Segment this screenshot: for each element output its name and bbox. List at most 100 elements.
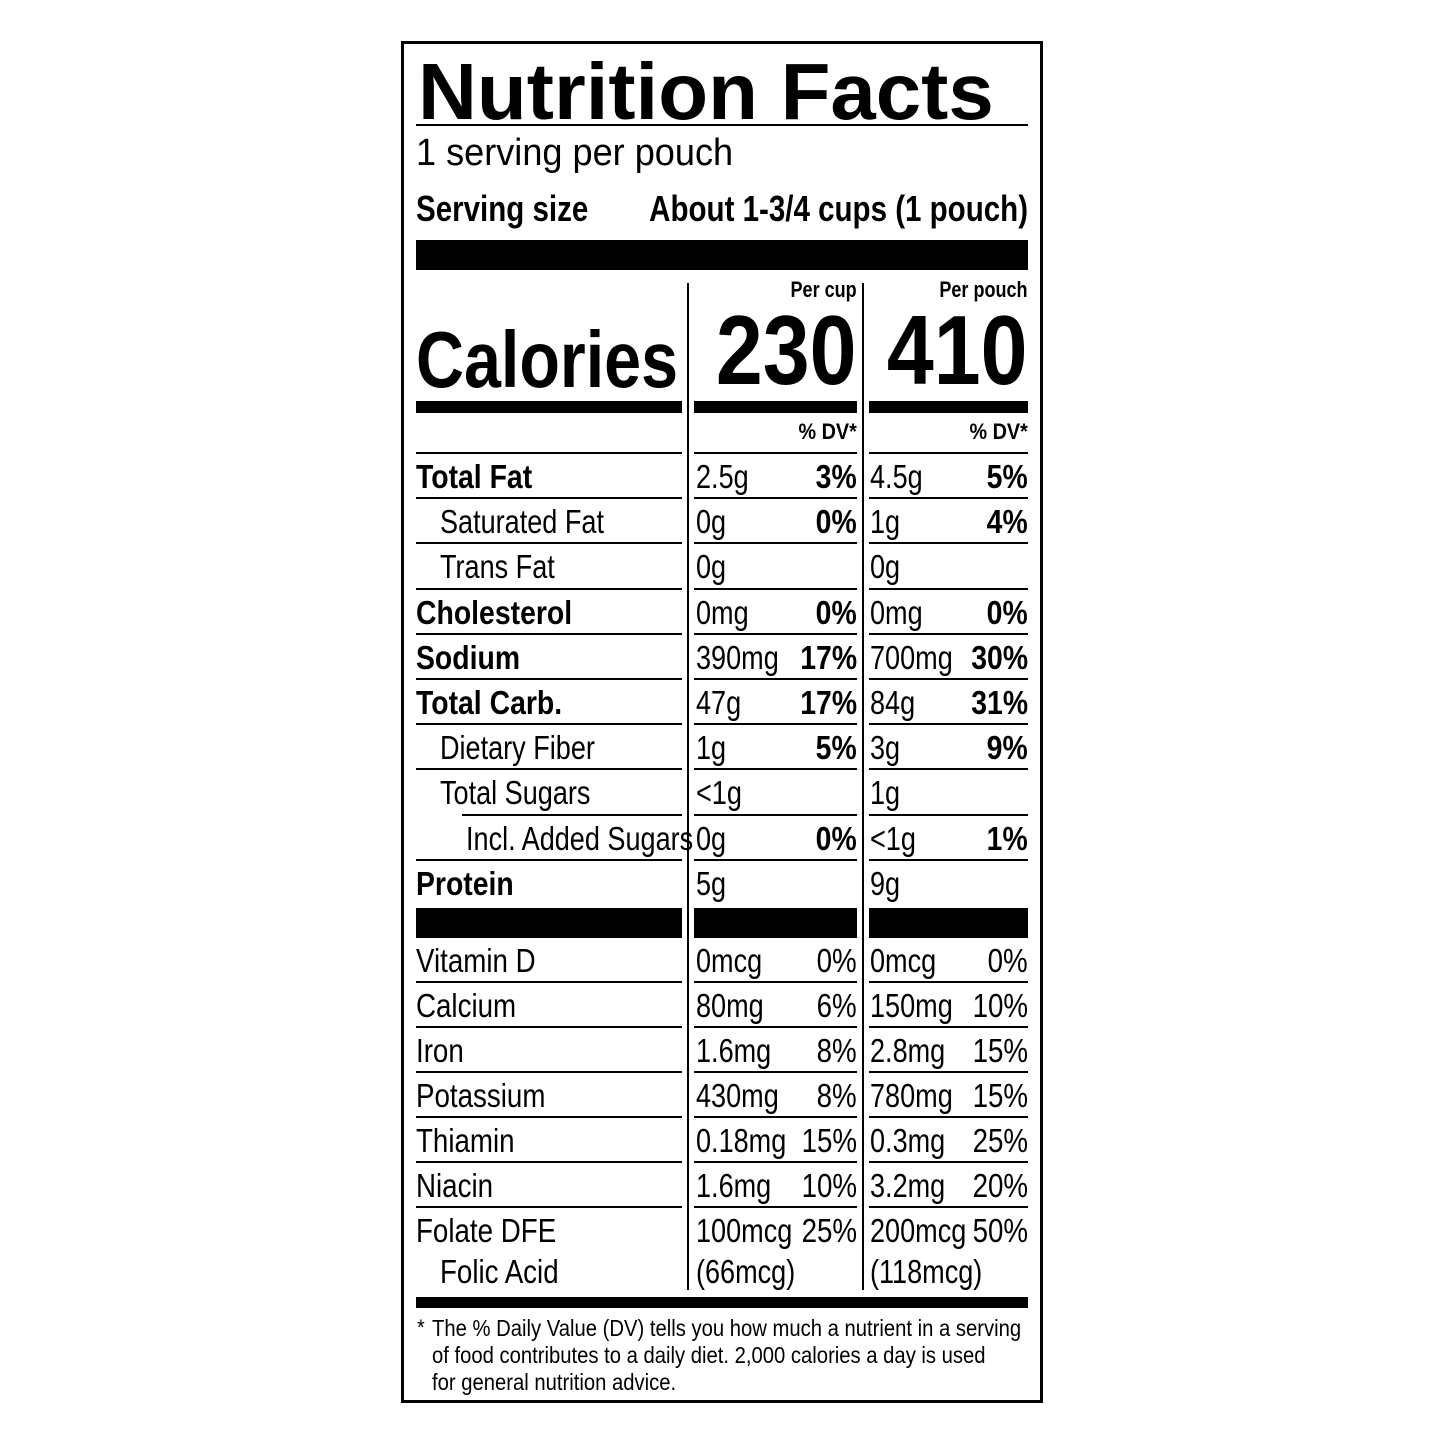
vitamin-dv-cup: 8% xyxy=(809,1073,857,1118)
vitamin-label-text: Niacin xyxy=(416,1167,494,1204)
dv-header-pouch-text: % DV* xyxy=(969,419,1028,444)
nutrient-label-text: Dietary Fiber xyxy=(440,729,595,767)
vitamin-dv-cup-text: 10% xyxy=(801,1167,857,1204)
nutrient-dv-pouch: 9% xyxy=(980,725,1028,770)
row-divider xyxy=(869,588,1028,590)
column-header-per-pouch: Per pouch xyxy=(920,276,1028,304)
vitamin-amount-cup: 0.18mg xyxy=(696,1118,806,1163)
nutrient-dv-cup-text: 3% xyxy=(815,458,857,495)
thick-divider-vitamins xyxy=(416,908,682,938)
thick-divider-top xyxy=(416,240,1028,270)
vitamin-dv-pouch: 0% xyxy=(980,938,1028,983)
nutrient-amount-pouch: 1g xyxy=(870,499,907,544)
vitamin-amount-cup-text: 1.6mg xyxy=(696,1032,772,1069)
nutrient-amount-pouch: 3g xyxy=(870,725,907,770)
calories-label-text: Calories xyxy=(416,315,679,404)
folic-acid-pouch: (118mcg) xyxy=(870,1249,1007,1294)
vitamin-amount-cup: 1.6mg xyxy=(696,1028,788,1073)
vitamin-amount-cup: 0mcg xyxy=(696,938,777,983)
nutrient-dv-pouch-text: 0% xyxy=(986,593,1028,631)
vitamin-amount-cup: 1.6mg xyxy=(696,1163,788,1208)
footnote-star-text: * xyxy=(417,1315,425,1340)
dv-header-cup-text: % DV* xyxy=(798,419,857,444)
nutrient-amount-pouch: 0mg xyxy=(870,590,934,635)
nutrient-dv-cup: 0% xyxy=(809,816,857,861)
nutrient-dv-cup-text: 17% xyxy=(800,638,857,676)
nutrient-amount-cup: 5g xyxy=(696,861,733,906)
nutrient-amount-cup: 0g xyxy=(696,816,733,861)
row-divider xyxy=(416,452,682,454)
nutrient-amount-pouch: 9g xyxy=(870,861,907,906)
nutrient-amount-pouch: 700mg xyxy=(870,635,971,680)
folic-acid-label: Folic Acid xyxy=(440,1249,581,1294)
vitamin-amount-cup-text: 100mcg xyxy=(696,1212,793,1249)
row-divider xyxy=(416,1116,682,1118)
vitamin-dv-cup: 0% xyxy=(809,938,857,983)
vitamin-dv-pouch: 15% xyxy=(962,1073,1028,1118)
row-divider xyxy=(694,633,857,635)
folic-acid-cup-text: (66mcg) xyxy=(696,1253,796,1290)
nutrient-dv-pouch-text: 9% xyxy=(986,729,1028,767)
row-divider xyxy=(694,981,857,983)
column-header-per-cup-text: Per cup xyxy=(790,277,857,302)
row-divider xyxy=(416,723,682,725)
row-divider xyxy=(869,723,1028,725)
vitamin-dv-cup-text: 25% xyxy=(801,1212,857,1249)
nutrient-dv-cup: 0% xyxy=(809,590,857,635)
nutrient-dv-pouch-text: 31% xyxy=(971,684,1028,721)
vitamin-dv-pouch-text: 15% xyxy=(972,1032,1028,1069)
vitamin-dv-cup-text: 6% xyxy=(816,987,857,1024)
nutrient-dv-cup: 17% xyxy=(791,635,857,680)
row-divider xyxy=(694,859,857,861)
nutrient-dv-pouch-text: 4% xyxy=(986,503,1028,541)
nutrient-label-text: Incl. Added Sugars xyxy=(466,819,694,857)
servings-per-container: 1 serving per pouch xyxy=(416,130,750,176)
nutrient-label-text: Sodium xyxy=(416,638,521,676)
vitamin-dv-pouch-text: 0% xyxy=(987,942,1028,979)
nutrient-dv-cup: 0% xyxy=(809,499,857,544)
nutrient-dv-cup-text: 0% xyxy=(815,593,857,631)
nutrient-amount-pouch-text: 3g xyxy=(870,729,901,767)
vitamin-amount-pouch: 0mcg xyxy=(870,938,951,983)
nutrient-amount-cup: 2.5g xyxy=(696,454,760,499)
row-divider xyxy=(416,1026,682,1028)
vitamin-amount-pouch-text: 0mcg xyxy=(870,942,937,979)
footnote-line-text: The % Daily Value (DV) tells you how muc… xyxy=(432,1315,1022,1341)
nutrient-label: Total Sugars xyxy=(440,770,623,815)
row-divider xyxy=(869,859,1028,861)
vitamin-dv-cup-text: 8% xyxy=(816,1077,857,1114)
nutrient-amount-pouch-text: 9g xyxy=(870,864,901,902)
vitamin-dv-cup: 25% xyxy=(791,1208,857,1253)
nutrient-label: Total Carb. xyxy=(416,680,586,725)
serving-size-label-text: Serving size xyxy=(416,188,589,229)
vitamin-dv-pouch: 50% xyxy=(962,1208,1028,1253)
folic-acid-cup: (66mcg) xyxy=(696,1249,817,1294)
row-divider xyxy=(416,981,682,983)
vitamin-amount-pouch-text: 150mg xyxy=(870,987,953,1024)
nutrient-dv-cup-text: 17% xyxy=(800,684,857,721)
vitamin-dv-cup: 6% xyxy=(809,983,857,1028)
vitamin-label-text: Folate DFE xyxy=(416,1212,557,1249)
nutrition-facts-panel xyxy=(401,41,1043,1403)
nutrient-amount-cup-text: 0mg xyxy=(696,593,749,631)
calories-per-cup: 230 xyxy=(693,300,857,400)
title-text: Nutrition Facts xyxy=(418,47,994,136)
nutrient-dv-pouch: 4% xyxy=(980,499,1028,544)
row-divider xyxy=(869,1206,1028,1208)
nutrient-label: Protein xyxy=(416,861,530,906)
nutrient-amount-cup-text: 47g xyxy=(696,684,742,721)
serving-size-label: Serving size xyxy=(416,186,626,232)
nutrient-label: Trans Fat xyxy=(440,544,580,589)
row-divider xyxy=(869,452,1028,454)
nutrient-label-text: Total Carb. xyxy=(416,684,563,721)
nutrient-label: Cholesterol xyxy=(416,590,598,635)
nutrient-amount-cup: 0mg xyxy=(696,590,760,635)
nutrient-amount-pouch-text: 700mg xyxy=(870,638,953,676)
row-divider xyxy=(869,814,1028,816)
serving-size-value-text: About 1-3/4 cups (1 pouch) xyxy=(649,188,1028,229)
vitamin-amount-pouch: 3.2mg xyxy=(870,1163,962,1208)
calories-thick-divider xyxy=(694,401,857,413)
calories-thick-divider xyxy=(869,401,1028,413)
nutrient-label: Sodium xyxy=(416,635,537,680)
vitamin-amount-cup-text: 1.6mg xyxy=(696,1167,772,1204)
